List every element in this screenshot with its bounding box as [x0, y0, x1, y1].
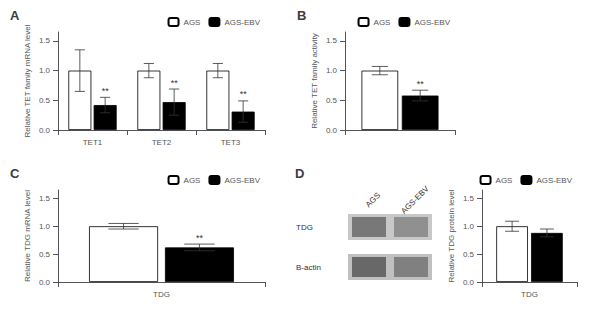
svg-text:Relative TET family activity: Relative TET family activity [310, 33, 319, 129]
svg-text:AGS: AGS [364, 191, 382, 209]
svg-text:AGS-EBV: AGS-EBV [414, 18, 450, 27]
svg-text:AGS-EBV: AGS-EBV [399, 184, 431, 216]
svg-text:0.5: 0.5 [326, 96, 338, 105]
svg-text:1.0: 1.0 [326, 66, 338, 75]
svg-text:**: ** [102, 86, 110, 96]
svg-text:TET2: TET2 [152, 138, 172, 147]
svg-text:TDG: TDG [521, 290, 538, 299]
svg-text:Relative TDG protein level: Relative TDG protein level [447, 189, 456, 282]
svg-text:AGS-EBV: AGS-EBV [536, 176, 572, 185]
svg-text:0.0: 0.0 [463, 278, 475, 287]
svg-text:A: A [10, 8, 20, 23]
svg-text:AGS: AGS [184, 18, 201, 27]
svg-text:**: ** [417, 79, 425, 89]
svg-text:1.0: 1.0 [39, 66, 51, 75]
svg-text:1.5: 1.5 [463, 194, 475, 203]
svg-text:D: D [295, 166, 304, 181]
svg-text:AGS: AGS [184, 176, 201, 185]
svg-text:0.5: 0.5 [39, 96, 51, 105]
svg-text:TDG: TDG [153, 290, 170, 299]
svg-text:B: B [297, 8, 306, 23]
svg-text:0.0: 0.0 [326, 126, 338, 135]
svg-text:1.5: 1.5 [326, 36, 338, 45]
svg-text:AGS-EBV: AGS-EBV [224, 18, 260, 27]
svg-text:1.5: 1.5 [39, 194, 51, 203]
svg-text:Relative TDG mRNA level: Relative TDG mRNA level [23, 190, 32, 282]
svg-text:**: ** [240, 89, 248, 99]
svg-text:0.5: 0.5 [463, 250, 475, 259]
svg-text:TDG: TDG [296, 223, 313, 232]
svg-text:1.0: 1.0 [39, 222, 51, 231]
svg-text:**: ** [171, 78, 179, 88]
svg-text:0.0: 0.0 [39, 126, 51, 135]
svg-text:Relative TET family mRNA level: Relative TET family mRNA level [23, 24, 32, 137]
svg-text:AGS: AGS [496, 176, 513, 185]
svg-text:AGS: AGS [374, 18, 391, 27]
svg-text:1.0: 1.0 [463, 222, 475, 231]
svg-text:C: C [10, 166, 20, 181]
svg-text:TET3: TET3 [221, 138, 241, 147]
svg-text:B-actin: B-actin [296, 263, 321, 272]
svg-text:0.5: 0.5 [39, 250, 51, 259]
svg-text:TET1: TET1 [83, 138, 103, 147]
svg-text:**: ** [196, 233, 204, 243]
svg-text:AGS-EBV: AGS-EBV [224, 176, 260, 185]
svg-text:1.5: 1.5 [39, 36, 51, 45]
svg-text:0.0: 0.0 [39, 278, 51, 287]
